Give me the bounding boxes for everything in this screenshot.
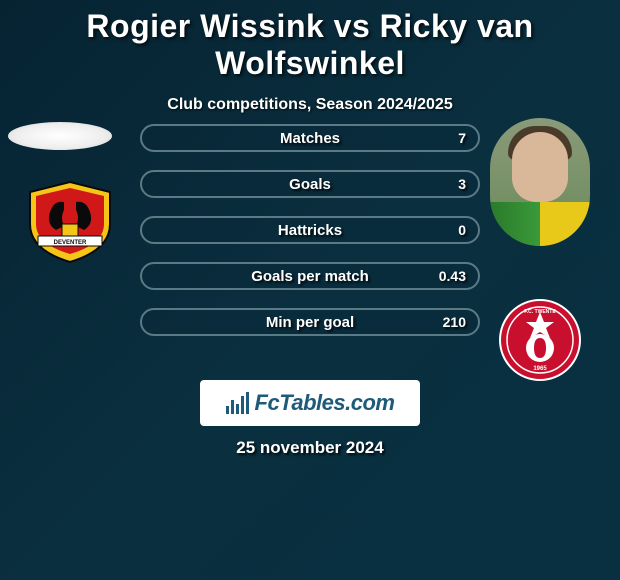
- stat-rows: Matches 7 Goals 3 Hattricks 0 Goals per …: [140, 124, 480, 354]
- stat-value: 3: [458, 176, 466, 192]
- player-right-photo: [490, 118, 590, 246]
- stat-label: Min per goal: [142, 314, 478, 331]
- stat-row-min-per-goal: Min per goal 210: [140, 308, 480, 336]
- stat-label: Goals: [142, 176, 478, 193]
- brand-logo: FcTables.com: [200, 380, 420, 426]
- brand-text: FcTables.com: [255, 390, 395, 416]
- stat-row-goals-per-match: Goals per match 0.43: [140, 262, 480, 290]
- svg-text:F.C. TWENTE: F.C. TWENTE: [524, 309, 556, 315]
- stat-value: 0: [458, 222, 466, 238]
- club-left-crest: DEVENTER: [20, 180, 120, 264]
- season-subtitle: Club competitions, Season 2024/2025: [0, 96, 620, 114]
- comparison-title: Rogier Wissink vs Ricky van Wolfswinkel: [0, 0, 620, 82]
- stat-label: Goals per match: [142, 268, 478, 285]
- svg-text:1965: 1965: [533, 366, 547, 372]
- svg-text:DEVENTER: DEVENTER: [54, 240, 87, 246]
- stat-row-matches: Matches 7: [140, 124, 480, 152]
- chart-bars-icon: [226, 392, 249, 414]
- player-left-photo-placeholder: [8, 122, 112, 150]
- stat-label: Matches: [142, 130, 478, 147]
- snapshot-date: 25 november 2024: [0, 438, 620, 458]
- stat-row-hattricks: Hattricks 0: [140, 216, 480, 244]
- stat-value: 7: [458, 130, 466, 146]
- club-right-crest: 1965 F.C. TWENTE: [490, 298, 590, 382]
- stat-label: Hattricks: [142, 222, 478, 239]
- stat-value: 210: [443, 314, 466, 330]
- stat-value: 0.43: [439, 268, 466, 284]
- stat-row-goals: Goals 3: [140, 170, 480, 198]
